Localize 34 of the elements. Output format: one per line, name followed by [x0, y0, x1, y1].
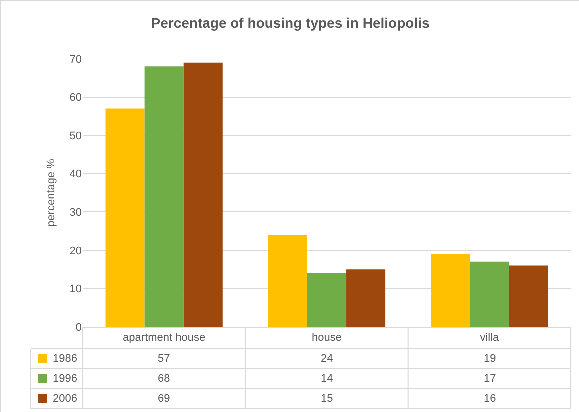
bar: [268, 235, 308, 327]
x-tick-label: apartment house: [123, 332, 206, 344]
data-label: 68: [158, 373, 170, 385]
y-tick-label: 0: [76, 322, 82, 334]
bar: [307, 273, 347, 327]
bar: [346, 270, 386, 327]
y-tick-label: 70: [70, 54, 82, 66]
bar: [509, 266, 548, 327]
x-tick-label: house: [312, 332, 342, 344]
data-label: 19: [484, 353, 496, 365]
legend-label: 1986: [53, 353, 78, 365]
bar: [470, 262, 510, 327]
data-label: 14: [321, 373, 334, 385]
data-label: 16: [484, 393, 496, 405]
data-label: 15: [321, 393, 334, 405]
y-tick-label: 20: [70, 245, 82, 258]
y-tick-label: 10: [70, 284, 82, 296]
bar: [184, 62, 223, 327]
y-tick-label: 50: [70, 130, 82, 142]
y-tick-label: 30: [70, 206, 82, 219]
y-tick-label: 60: [70, 92, 82, 104]
chart-title: Percentage of housing types in Heliopolis: [151, 14, 430, 31]
legend-label: 2006: [53, 393, 78, 405]
bar: [144, 66, 184, 327]
x-tick-label: villa: [480, 332, 500, 344]
data-label: 17: [484, 373, 496, 385]
y-axis-title: percentage %: [45, 158, 58, 227]
data-label: 24: [321, 353, 334, 365]
y-tick-label: 40: [70, 168, 82, 181]
legend-label: 1996: [53, 373, 78, 385]
data-label: 69: [158, 393, 170, 405]
bar: [106, 108, 145, 327]
bar: [431, 254, 470, 327]
data-label: 57: [158, 353, 170, 365]
